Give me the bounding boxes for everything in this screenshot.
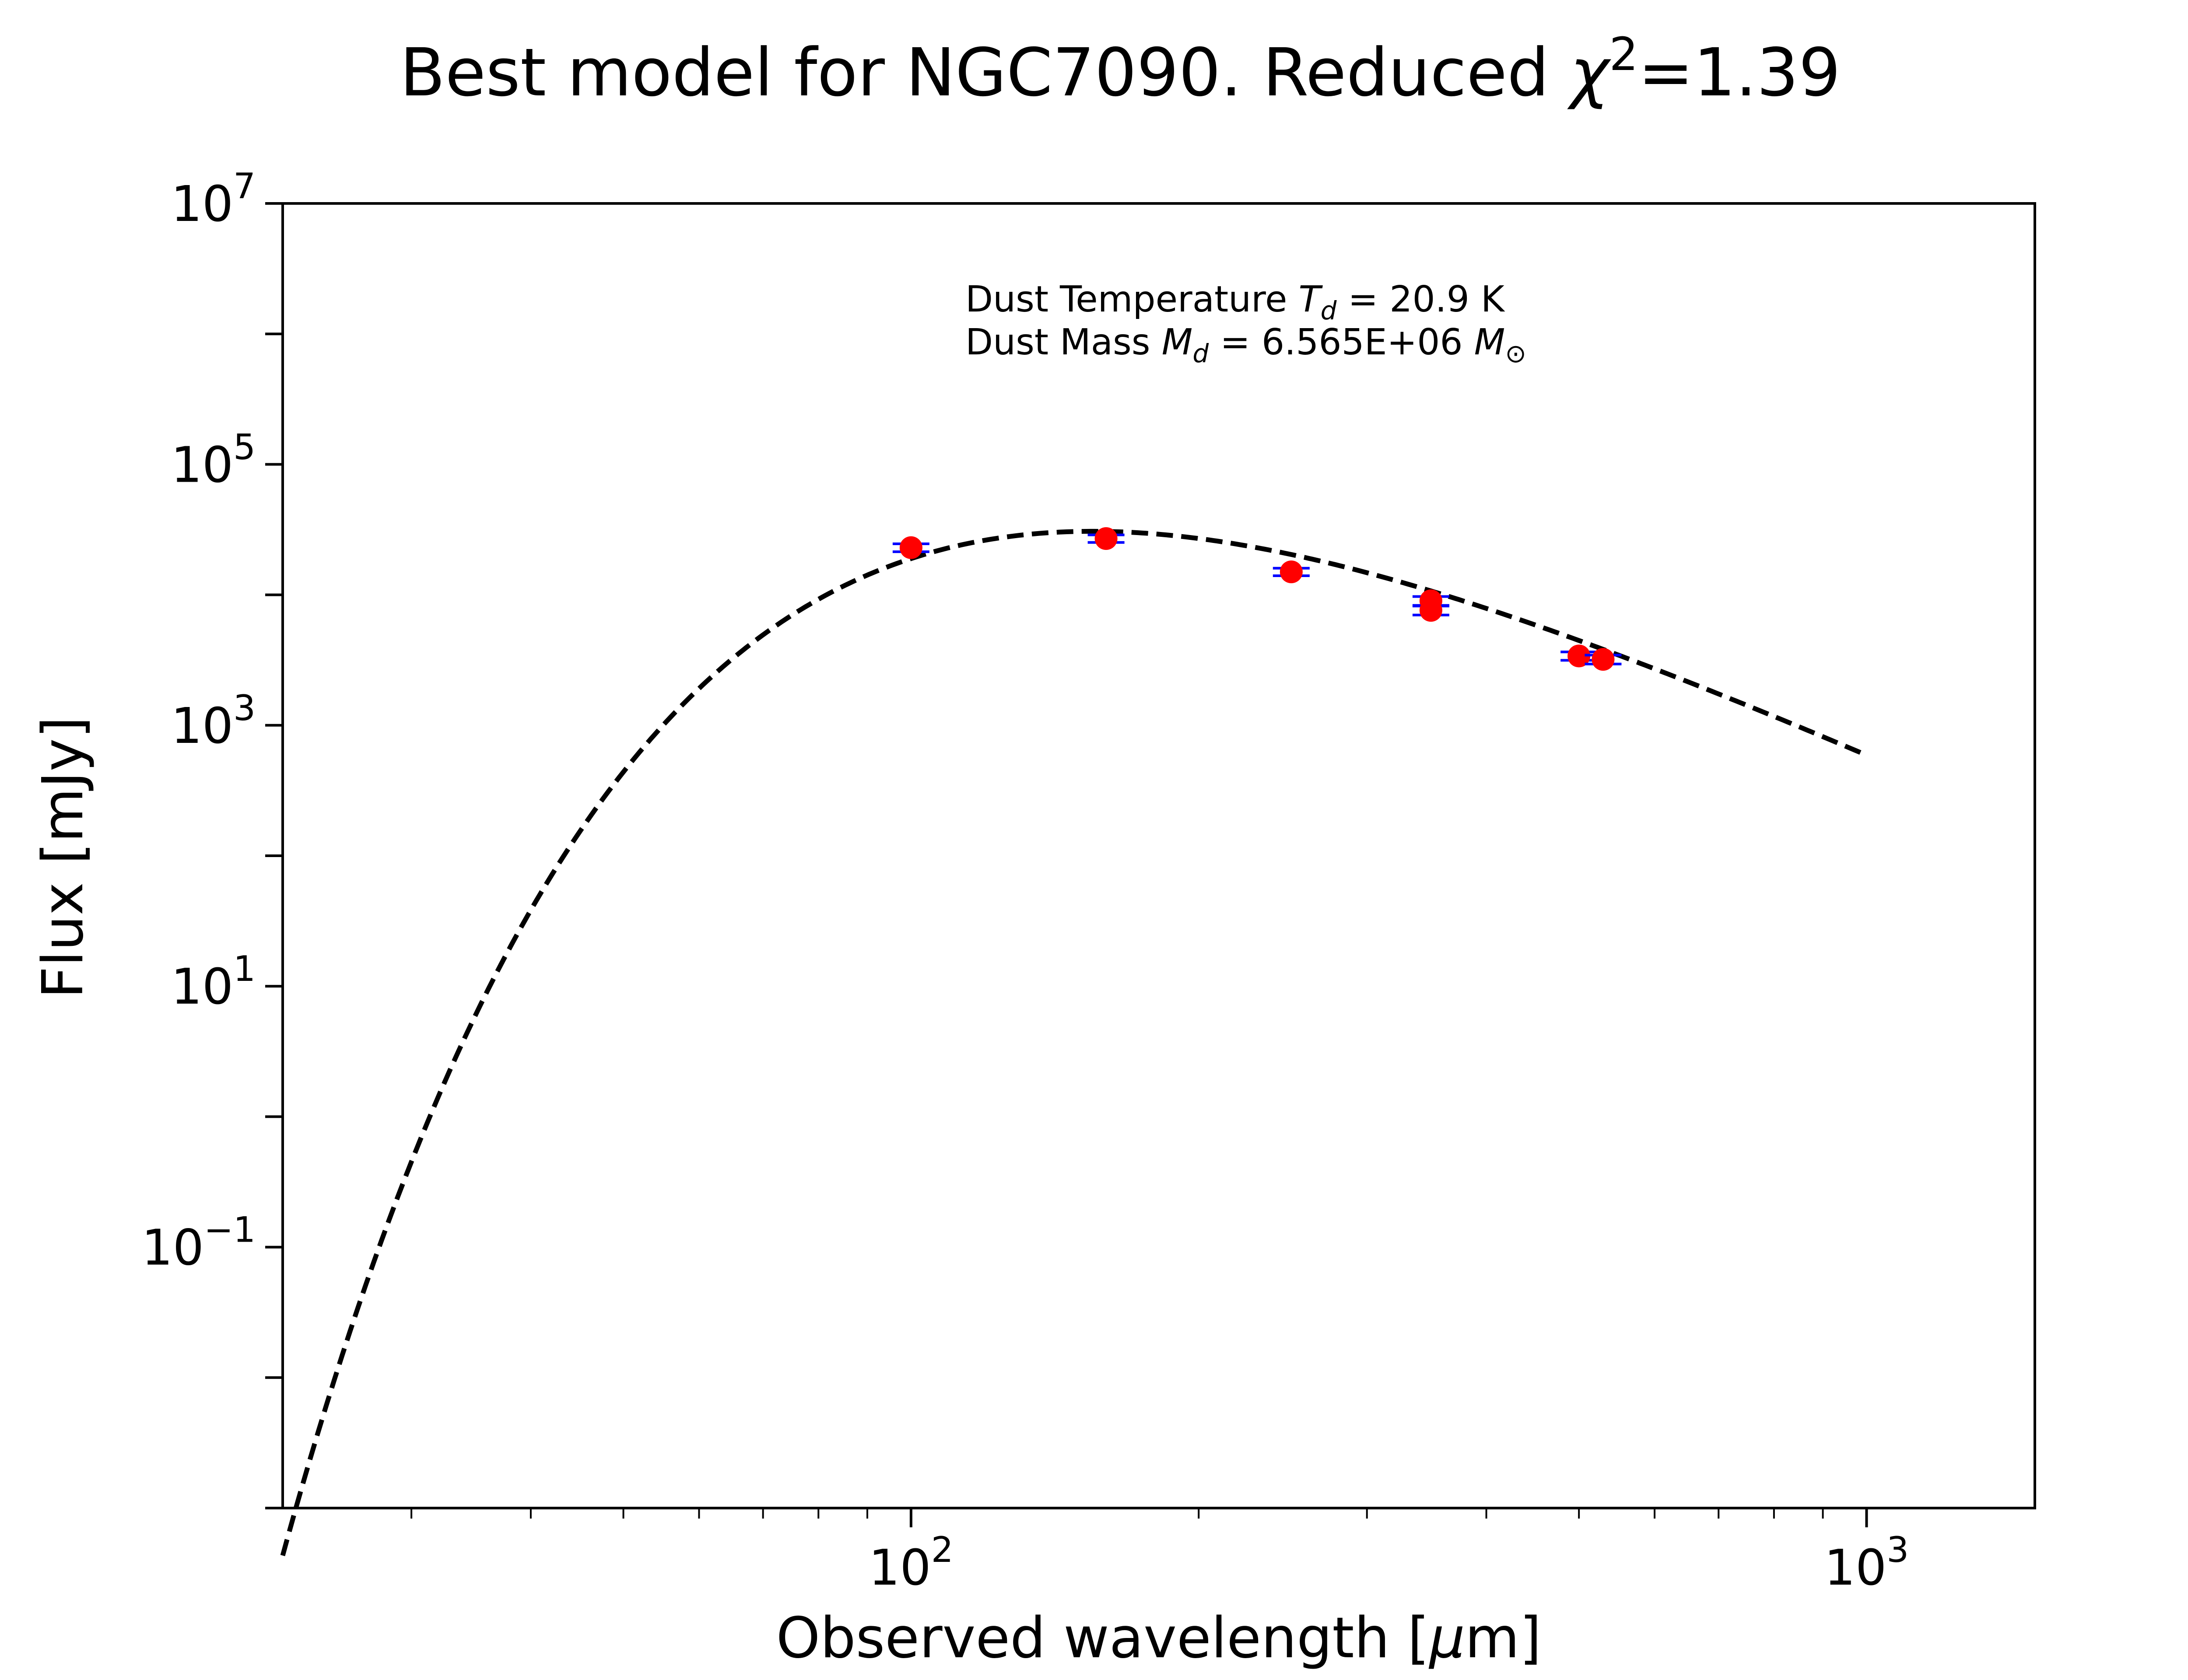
x-axis-label: Observed wavelength [μm] (776, 1606, 1542, 1671)
y-tick-label: 105 (171, 427, 256, 494)
x-axis-label-mu: μ (1428, 1606, 1465, 1671)
title-chi-exponent: 2 (1609, 28, 1638, 81)
title-value: =1.39 (1638, 34, 1841, 111)
data-marker (1592, 648, 1615, 671)
axis-ticks: 102 103 10−1 101 103 105 107 (142, 166, 1909, 1596)
title-chi: χ (1567, 34, 1611, 111)
data-marker (1419, 599, 1442, 622)
chart-title: Best model for NGC7090. Reduced χ2=1.39 (400, 28, 1841, 111)
annotation-mass-text: Dust Mass (965, 322, 1162, 363)
annotation-temperature-subscript: d (1321, 296, 1337, 326)
y-tick-label: 101 (171, 948, 256, 1015)
observation-point (892, 536, 929, 559)
annotation-temperature-text: Dust Temperature (965, 279, 1299, 320)
observation-point (1585, 648, 1622, 671)
x-axis-label-pre: Observed wavelength [ (776, 1606, 1430, 1671)
data-marker (1567, 644, 1591, 668)
annotation-mass-unit-subscript: ⊙ (1505, 339, 1526, 368)
observation-point (1273, 560, 1310, 584)
data-marker (899, 536, 922, 559)
data-marker (1280, 560, 1303, 584)
annotation-temperature-value: = 20.9 K (1336, 279, 1505, 320)
annotation-temperature: Dust Temperature Td = 20.9 K (965, 279, 1505, 326)
annotation-mass-value: = 6.565E+06 (1209, 322, 1474, 363)
annotation-mass: Dust Mass Md = 6.565E+06 M⊙ (965, 322, 1526, 368)
annotation-mass-unit: M (1474, 322, 1505, 363)
y-axis-label: Flux [mJy] (31, 717, 96, 999)
x-axis-label-post: m] (1465, 1606, 1542, 1671)
data-marker (1094, 527, 1118, 550)
observation-point (1087, 527, 1125, 550)
annotation-mass-symbol: M (1162, 322, 1193, 363)
y-tick-label: 10−1 (142, 1210, 256, 1277)
plot-frame (281, 202, 2036, 1509)
y-tick-label: 103 (171, 688, 256, 755)
x-tick-label: 103 (1824, 1530, 1909, 1596)
y-tick-label: 107 (171, 166, 256, 233)
annotation-mass-subscript: d (1192, 339, 1209, 368)
title-text: Best model for NGC7090. Reduced (400, 34, 1570, 111)
x-tick-label: 102 (869, 1530, 953, 1596)
observations (892, 527, 1622, 671)
annotation-temperature-symbol: T (1299, 279, 1323, 320)
observation-point (1560, 644, 1598, 668)
observation-point (1412, 599, 1449, 622)
model-curve (280, 528, 1868, 1556)
